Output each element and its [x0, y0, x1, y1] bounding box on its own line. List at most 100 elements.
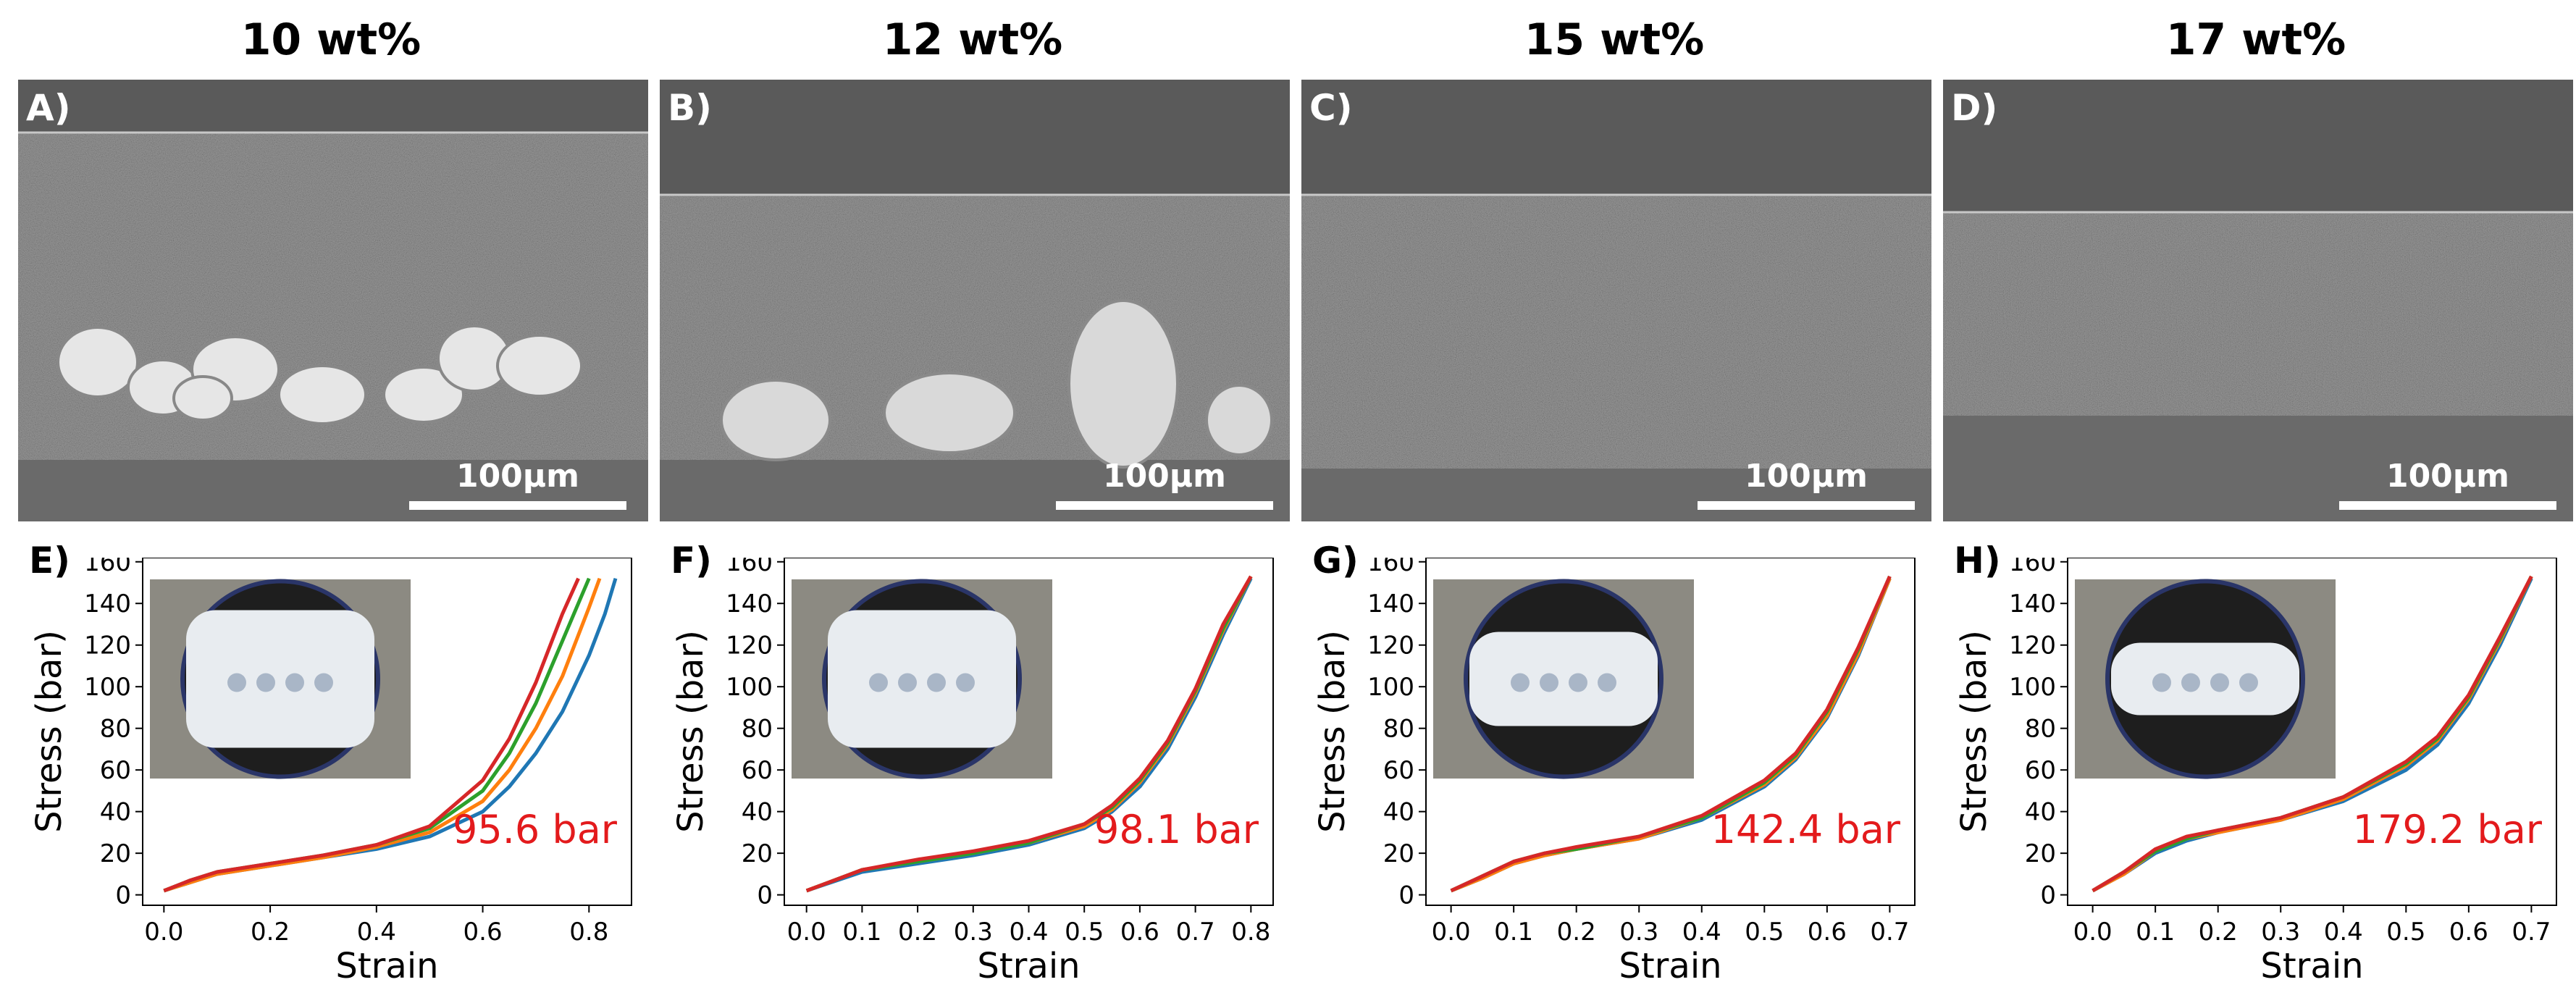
sem-image-d	[1943, 80, 2573, 521]
inset-photo	[792, 579, 1052, 779]
y-tick-label: 60	[1383, 756, 1414, 785]
inset-spot	[1569, 673, 1587, 692]
y-tick-label: 160	[2009, 558, 2056, 577]
y-tick-label: 80	[742, 715, 773, 744]
y-tick-label: 120	[726, 632, 773, 660]
sem-substrate	[660, 460, 1290, 521]
sem-macrovoid	[496, 334, 583, 398]
scale-bar-d	[2339, 501, 2556, 510]
sem-macrovoid	[720, 379, 831, 461]
max-pressure-annotation: 142.4 bar	[1711, 807, 1901, 852]
series-line-2	[163, 577, 602, 893]
y-tick-label: 160	[84, 558, 131, 577]
plot-label-h: H)	[1954, 540, 2001, 582]
inset-photo	[1433, 579, 1694, 779]
x-tick-label: 0.7	[1176, 918, 1215, 947]
sem-macrovoid	[172, 375, 233, 421]
sem-substrate	[1301, 469, 1931, 521]
scale-bar-c	[1698, 501, 1915, 510]
max-pressure-annotation: 95.6 bar	[453, 807, 618, 852]
scale-label-a: 100µm	[456, 458, 580, 495]
y-tick-label: 100	[84, 673, 131, 702]
inset-membrane	[1469, 632, 1658, 726]
y-tick-label: 20	[1383, 839, 1414, 868]
inset-spot	[1598, 673, 1616, 692]
plot-label-e: E)	[29, 540, 71, 582]
panel-label-b: B)	[668, 87, 712, 129]
inset-spot	[2152, 673, 2171, 692]
y-tick-label: 120	[2009, 632, 2056, 660]
inset-membrane	[186, 610, 374, 748]
sem-substrate	[18, 460, 648, 521]
inset-spot	[1511, 673, 1530, 692]
y-axis-label: Stress (bar)	[671, 630, 711, 833]
inset-spot	[285, 673, 304, 692]
inset-spot	[898, 673, 917, 692]
sem-macrovoid	[56, 326, 139, 398]
x-axis-label: Strain	[335, 946, 438, 986]
plot-label-g: G)	[1312, 540, 1359, 582]
y-tick-label: 40	[742, 798, 773, 827]
inset-spot	[869, 673, 888, 692]
sem-image-b	[660, 80, 1290, 521]
inset-spot	[256, 673, 275, 692]
max-pressure-annotation: 98.1 bar	[1094, 807, 1259, 852]
x-tick-label: 0.8	[1231, 918, 1270, 947]
inset-spot	[2210, 673, 2229, 692]
y-tick-label: 120	[1367, 632, 1414, 660]
sem-macrovoid	[883, 372, 1016, 454]
y-tick-label: 0	[2040, 881, 2056, 910]
y-tick-label: 60	[100, 756, 131, 785]
panel-label-c: C)	[1309, 87, 1353, 129]
sem-membrane	[1943, 212, 2573, 416]
inset-membrane	[2111, 642, 2299, 716]
x-tick-label: 0.4	[1009, 918, 1048, 947]
x-tick-label: 0.0	[787, 918, 826, 947]
x-axis-label: Strain	[977, 946, 1080, 986]
column-title-10wt: 10 wt%	[240, 14, 421, 65]
sem-membrane	[1301, 195, 1931, 469]
y-tick-label: 60	[742, 756, 773, 785]
x-tick-label: 0.1	[842, 918, 881, 947]
scale-label-b: 100µm	[1102, 458, 1227, 495]
inset-spot	[227, 673, 246, 692]
x-axis-label: Strain	[1619, 946, 1721, 986]
x-tick-label: 0.4	[357, 918, 396, 947]
x-tick-label: 0.5	[1065, 918, 1104, 947]
x-tick-label: 0.8	[569, 918, 608, 947]
series-line-4	[1450, 575, 1892, 893]
sem-image-c	[1301, 80, 1931, 521]
y-tick-label: 100	[726, 673, 773, 702]
y-tick-label: 20	[742, 839, 773, 868]
sem-macrovoid	[277, 364, 367, 425]
y-tick-label: 40	[2025, 798, 2056, 827]
x-tick-label: 0.2	[2199, 918, 2238, 947]
x-tick-label: 0.6	[2449, 918, 2488, 947]
x-tick-label: 0.0	[1432, 918, 1471, 947]
stress-strain-plot-f: 0 20 40 60 80 100 120 140 160 0.0 0.1 0.2 0.3 0.4 0.5 0…	[671, 558, 1274, 986]
inset-spot	[314, 673, 333, 692]
inset-spot	[2181, 673, 2200, 692]
x-tick-label: 0.3	[954, 918, 993, 947]
column-title-12wt: 12 wt%	[882, 14, 1063, 65]
y-axis-label: Stress (bar)	[1954, 630, 1994, 833]
column-title-15wt: 15 wt%	[1524, 14, 1705, 65]
stress-strain-plot-e: 0 20 40 60 80 100 120 140 160 0.0 0.2 0.4 0.6 0.8 Stra…	[29, 558, 632, 986]
y-tick-label: 80	[1383, 715, 1414, 744]
x-tick-label: 0.3	[1619, 918, 1658, 947]
sem-macrovoid	[1067, 299, 1179, 469]
x-tick-label: 0.0	[2073, 918, 2113, 947]
sem-image-a	[18, 80, 648, 521]
panel-label-a: A)	[26, 87, 71, 129]
scale-label-c: 100µm	[1744, 458, 1868, 495]
x-tick-label: 0.5	[1745, 918, 1784, 947]
y-axis-label: Stress (bar)	[1312, 630, 1353, 833]
y-tick-label: 60	[2025, 756, 2056, 785]
y-tick-label: 140	[84, 590, 131, 618]
y-tick-label: 100	[2009, 673, 2056, 702]
x-tick-label: 0.0	[144, 918, 183, 947]
y-tick-label: 20	[100, 839, 131, 868]
x-tick-label: 0.4	[2324, 918, 2363, 947]
sem-macrovoid	[382, 366, 465, 424]
inset-spot	[956, 673, 975, 692]
